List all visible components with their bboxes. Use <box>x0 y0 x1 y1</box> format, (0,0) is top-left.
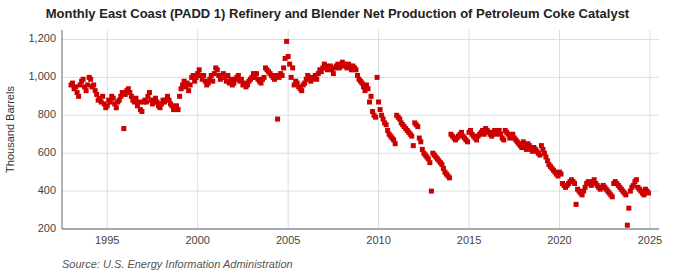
point <box>367 100 372 105</box>
point <box>114 105 119 110</box>
point <box>136 100 141 105</box>
x-grid-line <box>559 30 560 229</box>
point <box>574 202 579 207</box>
x-tick-label: 2015 <box>457 234 481 246</box>
point <box>188 82 193 87</box>
point <box>646 190 651 195</box>
point <box>201 73 206 78</box>
y-tick-label: 600 <box>38 146 56 158</box>
point <box>144 100 149 105</box>
point <box>626 206 631 211</box>
x-axis-line <box>62 229 659 230</box>
y-grid-line <box>62 39 659 40</box>
y-grid-line <box>62 191 659 192</box>
point <box>281 65 286 70</box>
point <box>409 134 414 139</box>
point <box>447 175 452 180</box>
point <box>375 75 380 80</box>
y-tick-label: 400 <box>38 184 56 196</box>
point <box>290 65 295 70</box>
points <box>69 39 651 228</box>
point <box>378 107 383 112</box>
point <box>254 71 259 76</box>
point <box>418 139 423 144</box>
point <box>376 100 381 105</box>
point <box>197 67 202 72</box>
x-tick-label: 2020 <box>547 234 571 246</box>
point <box>384 122 389 127</box>
point <box>88 77 93 82</box>
grid <box>62 30 659 229</box>
chart: 200 400 600 800 1,000 1,200 1995 2000 2005 2010 20… <box>0 0 675 275</box>
y-tick-label: 1,200 <box>28 32 56 44</box>
x-tick-label: 2010 <box>366 234 390 246</box>
axes: 200 400 600 800 1,000 1,200 1995 2000 2005 2010 20… <box>28 30 662 246</box>
source-note: Source: U.S. Energy Information Administ… <box>62 258 293 270</box>
point <box>111 96 116 101</box>
point <box>373 115 378 120</box>
point <box>625 223 630 228</box>
y-grid-line <box>62 229 659 230</box>
x-grid-line <box>197 30 198 229</box>
point <box>121 126 126 131</box>
point <box>465 139 470 144</box>
point <box>215 67 220 72</box>
y-axis-label: Thousand Barrels <box>4 86 16 173</box>
y-tick-label: 1,000 <box>28 70 56 82</box>
title: Monthly East Coast (PADD 1) Refinery and… <box>46 6 630 21</box>
point <box>572 181 577 186</box>
point <box>81 77 86 82</box>
point <box>299 88 304 93</box>
point <box>139 109 144 114</box>
point <box>76 94 81 99</box>
x-tick-label: 1995 <box>95 234 119 246</box>
point <box>366 86 371 91</box>
y-grid-line <box>62 153 659 154</box>
point <box>177 94 182 99</box>
point <box>100 94 105 99</box>
point <box>537 153 542 158</box>
point <box>429 189 434 194</box>
point <box>91 82 96 87</box>
x-grid-line <box>288 30 289 229</box>
x-tick-label: 2005 <box>276 234 300 246</box>
point <box>275 117 280 122</box>
point <box>559 172 564 177</box>
point <box>634 177 639 182</box>
x-grid-line <box>378 30 379 229</box>
point <box>331 71 336 76</box>
x-tick-label: 2000 <box>185 234 209 246</box>
y-tick-label: 800 <box>38 108 56 120</box>
y-axis-line <box>62 30 63 229</box>
y-tick-label: 200 <box>38 222 56 234</box>
point <box>210 79 215 84</box>
point <box>411 143 416 148</box>
point <box>369 94 374 99</box>
point <box>176 107 181 112</box>
x-grid-line <box>107 30 108 229</box>
point <box>623 192 628 197</box>
point <box>427 160 432 165</box>
point <box>610 194 615 199</box>
point <box>353 67 358 72</box>
point <box>186 88 191 93</box>
x-grid-line <box>649 30 650 229</box>
point <box>280 73 285 78</box>
point <box>314 77 319 82</box>
point <box>84 88 89 93</box>
point <box>284 39 289 44</box>
point <box>262 75 267 80</box>
point <box>501 137 506 142</box>
x-tick-label: 2025 <box>638 234 662 246</box>
point <box>85 82 90 87</box>
point <box>147 90 152 95</box>
point <box>393 141 398 146</box>
point <box>286 54 291 59</box>
y-grid-line <box>62 115 659 116</box>
point <box>289 75 294 80</box>
point <box>415 124 420 129</box>
point <box>73 84 78 89</box>
